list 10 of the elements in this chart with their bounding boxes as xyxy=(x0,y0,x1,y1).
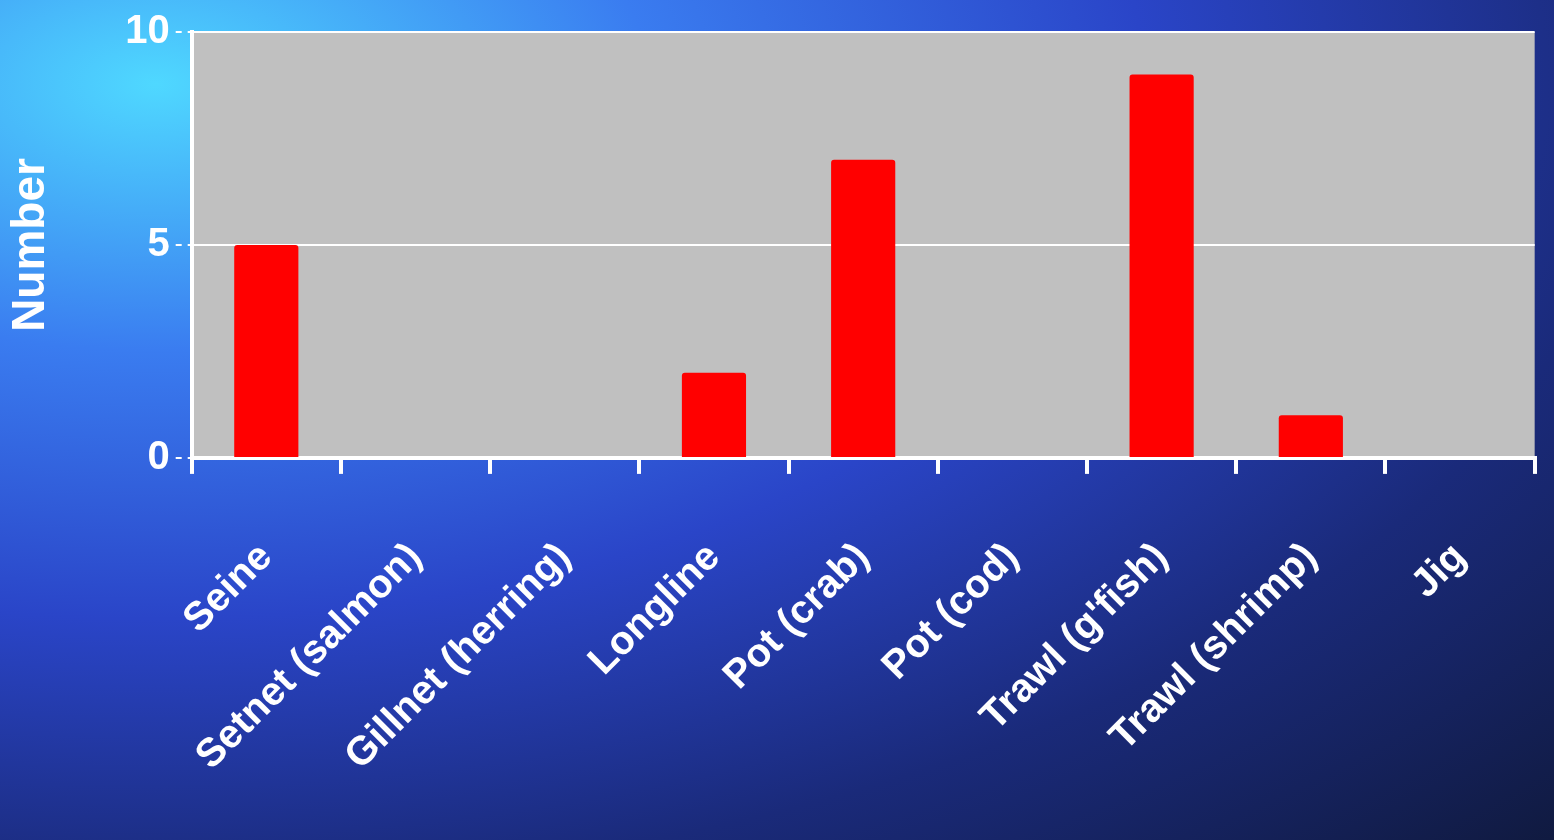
y-tick-label: 5 xyxy=(147,219,170,264)
bar xyxy=(1278,415,1343,457)
bar xyxy=(831,159,896,457)
bar xyxy=(234,244,299,457)
y-axis-title: Number xyxy=(2,157,55,332)
bar xyxy=(1129,74,1194,457)
bar xyxy=(681,372,747,457)
y-tick-label: 0 xyxy=(147,432,170,477)
y-tick-label: 10 xyxy=(125,7,170,52)
x-tick-label: Jig xyxy=(1401,533,1474,606)
